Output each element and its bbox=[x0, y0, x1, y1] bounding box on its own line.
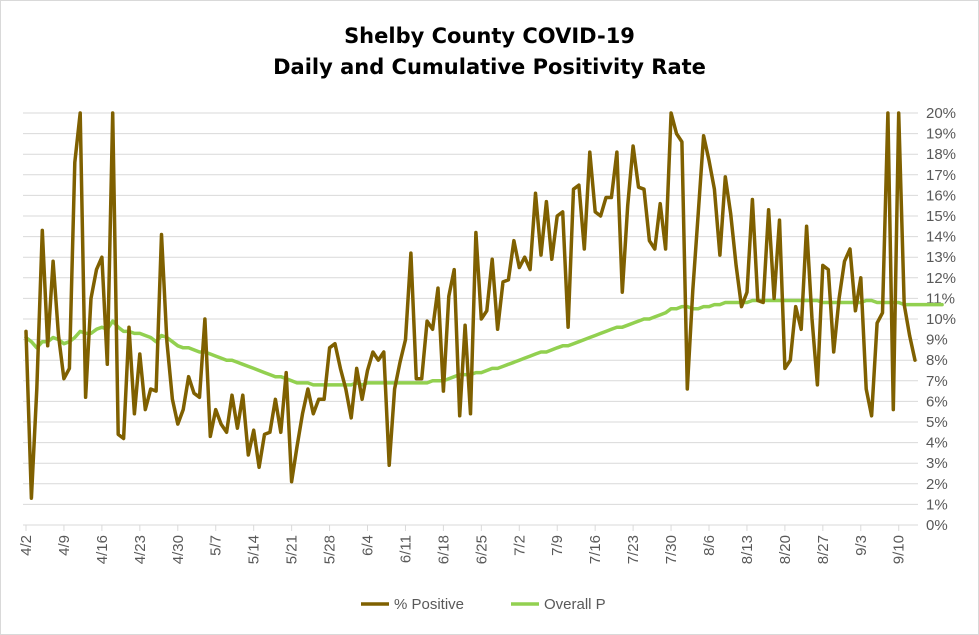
x-tick-label: 4/23 bbox=[132, 535, 149, 564]
chart-title: Shelby County COVID-19 Daily and Cumulat… bbox=[1, 21, 978, 83]
legend-label: % Positive bbox=[394, 596, 464, 613]
x-tick-label: 9/10 bbox=[891, 535, 908, 564]
x-tick-label: 6/11 bbox=[397, 535, 414, 563]
y-tick-label: 18% bbox=[926, 146, 956, 163]
y-tick-label: 9% bbox=[926, 332, 948, 349]
y-tick-label: 2% bbox=[926, 476, 948, 493]
x-tick-label: 7/9 bbox=[549, 535, 566, 556]
y-tick-label: 1% bbox=[926, 496, 948, 513]
x-tick-label: 6/4 bbox=[360, 535, 377, 556]
series-line-pct-positive bbox=[24, 111, 917, 500]
chart-title-line2: Daily and Cumulative Positivity Rate bbox=[273, 55, 706, 79]
x-tick-label: 4/30 bbox=[170, 535, 187, 564]
y-tick-label: 20% bbox=[926, 105, 956, 122]
y-tick-label: 19% bbox=[926, 126, 956, 143]
x-tick-label: 7/30 bbox=[663, 535, 680, 564]
chart-title-line1: Shelby County COVID-19 bbox=[344, 24, 635, 48]
y-axis: 0%1%2%3%4%5%6%7%8%9%10%11%12%13%14%15%16… bbox=[926, 105, 956, 534]
y-tick-label: 15% bbox=[926, 208, 956, 225]
x-tick-label: 7/16 bbox=[587, 535, 604, 564]
x-tick-label: 8/20 bbox=[777, 535, 794, 564]
x-tick-label: 4/2 bbox=[18, 535, 35, 556]
x-tick-label: 5/21 bbox=[284, 535, 301, 564]
x-tick-label: 8/27 bbox=[815, 535, 832, 564]
y-tick-label: 5% bbox=[926, 414, 948, 431]
y-tick-label: 17% bbox=[926, 167, 956, 184]
y-tick-label: 6% bbox=[926, 393, 948, 410]
y-tick-label: 13% bbox=[926, 249, 956, 266]
y-tick-label: 4% bbox=[926, 435, 948, 452]
y-tick-label: 10% bbox=[926, 311, 956, 328]
x-tick-label: 6/18 bbox=[435, 535, 452, 564]
x-tick-label: 8/6 bbox=[701, 535, 718, 556]
x-tick-label: 4/9 bbox=[56, 535, 73, 556]
y-tick-label: 3% bbox=[926, 455, 948, 472]
series-layer bbox=[24, 111, 944, 500]
x-tick-label: 4/16 bbox=[94, 535, 111, 564]
x-tick-label: 8/13 bbox=[739, 535, 756, 564]
x-tick-label: 6/25 bbox=[473, 535, 490, 564]
x-axis: 4/2 4/9 4/16 4/23 4/30 5/7 5/14 5/21 5/28 6/4 6/11… bbox=[18, 524, 918, 564]
x-tick-label: 5/28 bbox=[322, 535, 339, 564]
y-tick-label: 12% bbox=[926, 270, 956, 287]
legend-label: Overall P bbox=[544, 596, 606, 613]
x-tick-label: 9/3 bbox=[853, 535, 870, 556]
y-tick-label: 8% bbox=[926, 352, 948, 369]
x-tick-label: 5/14 bbox=[246, 535, 263, 564]
series-line-overall bbox=[24, 298, 944, 387]
x-tick-label: 7/2 bbox=[511, 535, 528, 556]
x-tick-label: 7/23 bbox=[625, 535, 642, 564]
y-tick-label: 16% bbox=[926, 187, 956, 204]
y-tick-label: 0% bbox=[926, 517, 948, 534]
legend: % Positive Overall P bbox=[361, 596, 606, 613]
x-tick-label: 5/7 bbox=[208, 535, 225, 556]
y-tick-label: 14% bbox=[926, 229, 956, 246]
y-tick-label: 7% bbox=[926, 373, 948, 390]
